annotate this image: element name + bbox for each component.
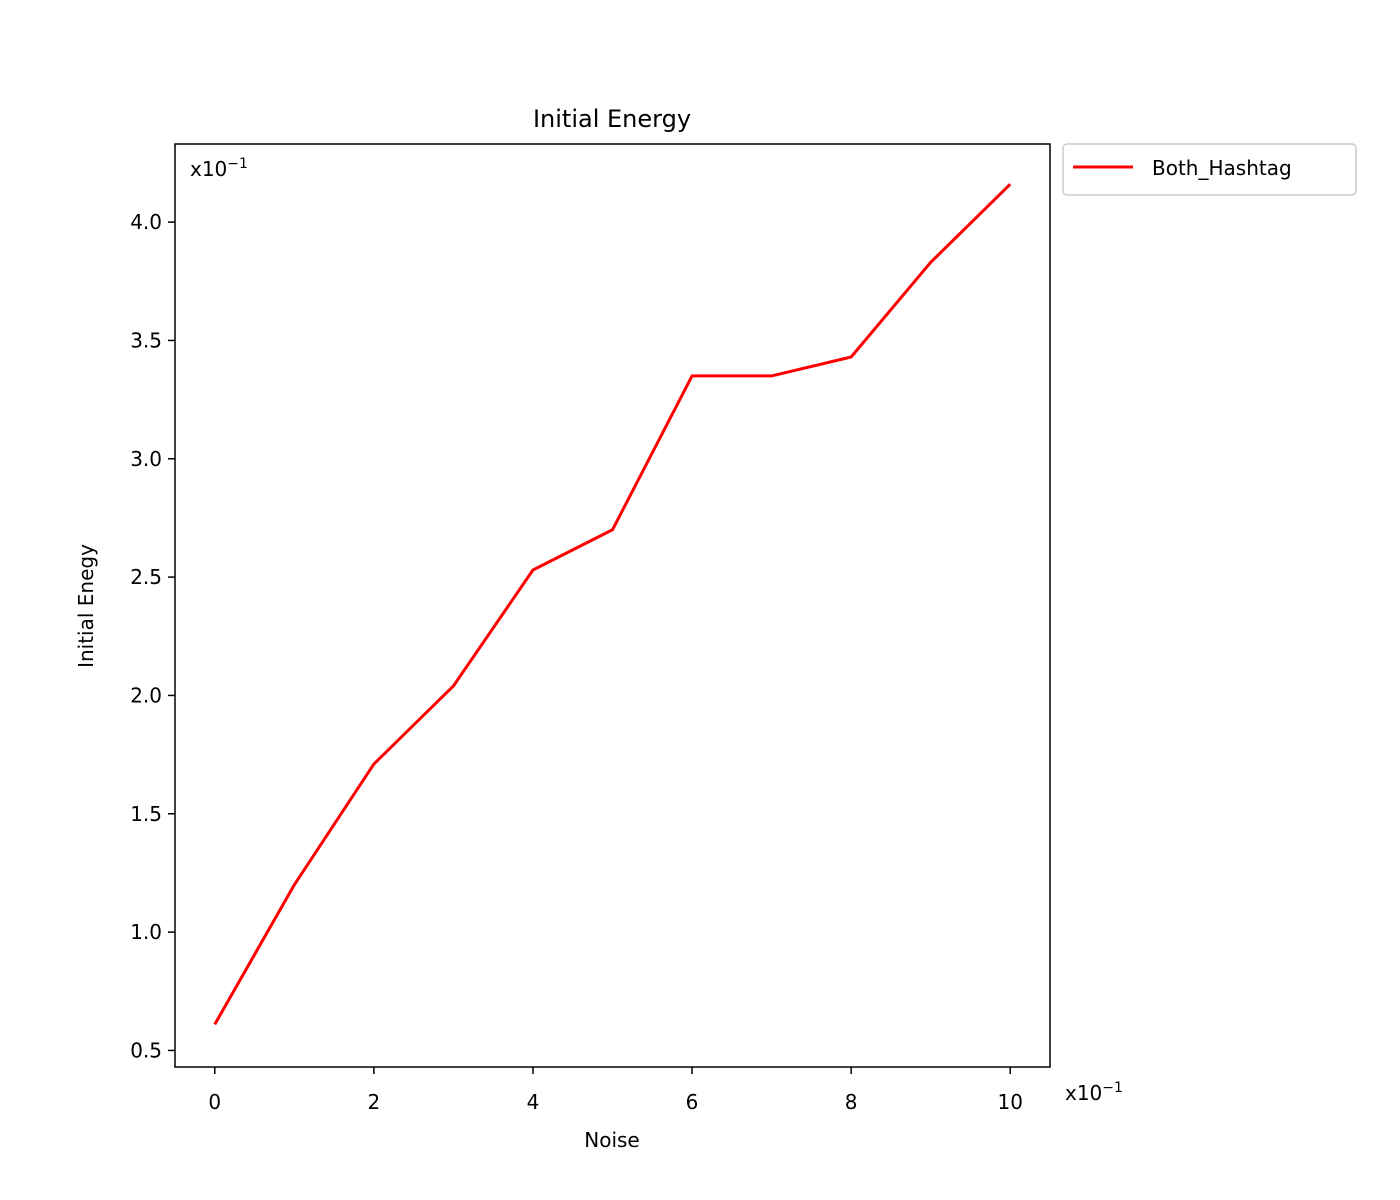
y-tick-label: 2.0 <box>130 683 162 707</box>
plot-area-frame <box>174 143 1051 1068</box>
x-tick-label: 8 <box>845 1090 858 1114</box>
x-axis-label: Noise <box>584 1128 639 1152</box>
x-tick-label: 0 <box>208 1090 221 1114</box>
y-axis: 0.5 1.0 1.5 2.0 2.5 3.0 3.5 4.0 <box>130 210 175 1062</box>
svg-text:x10−1: x10−1 <box>1065 1080 1123 1105</box>
legend: Both_Hashtag <box>1062 143 1357 196</box>
y-tick-label: 3.0 <box>130 447 162 471</box>
y-axis-offset-label: x10−1 <box>190 156 248 181</box>
x-tick-label: 4 <box>527 1090 540 1114</box>
y-tick-label: 1.5 <box>130 802 162 826</box>
x-tick-label: 10 <box>998 1090 1023 1114</box>
x-tick-label: 2 <box>367 1090 380 1114</box>
y-tick-label: 4.0 <box>130 210 162 234</box>
y-tick-label: 3.5 <box>130 328 162 352</box>
x-axis: 0 2 4 6 8 10 <box>208 1067 1023 1114</box>
y-tick-label: 1.0 <box>130 920 162 944</box>
x-tick-label: 6 <box>686 1090 699 1114</box>
y-tick-label: 2.5 <box>130 565 162 589</box>
x-axis-offset-label: x10−1 <box>1065 1080 1123 1105</box>
legend-box <box>1062 143 1357 196</box>
svg-text:x10−1: x10−1 <box>190 156 248 181</box>
series-line-group <box>213 183 1012 1026</box>
y-tick-label: 0.5 <box>130 1038 162 1062</box>
legend-label-both-hashtag: Both_Hashtag <box>1152 156 1292 180</box>
chart-title: Initial Energy <box>533 105 691 133</box>
series-line-both-hashtag <box>213 183 1012 1026</box>
y-axis-label: Initial Enegy <box>74 544 98 668</box>
